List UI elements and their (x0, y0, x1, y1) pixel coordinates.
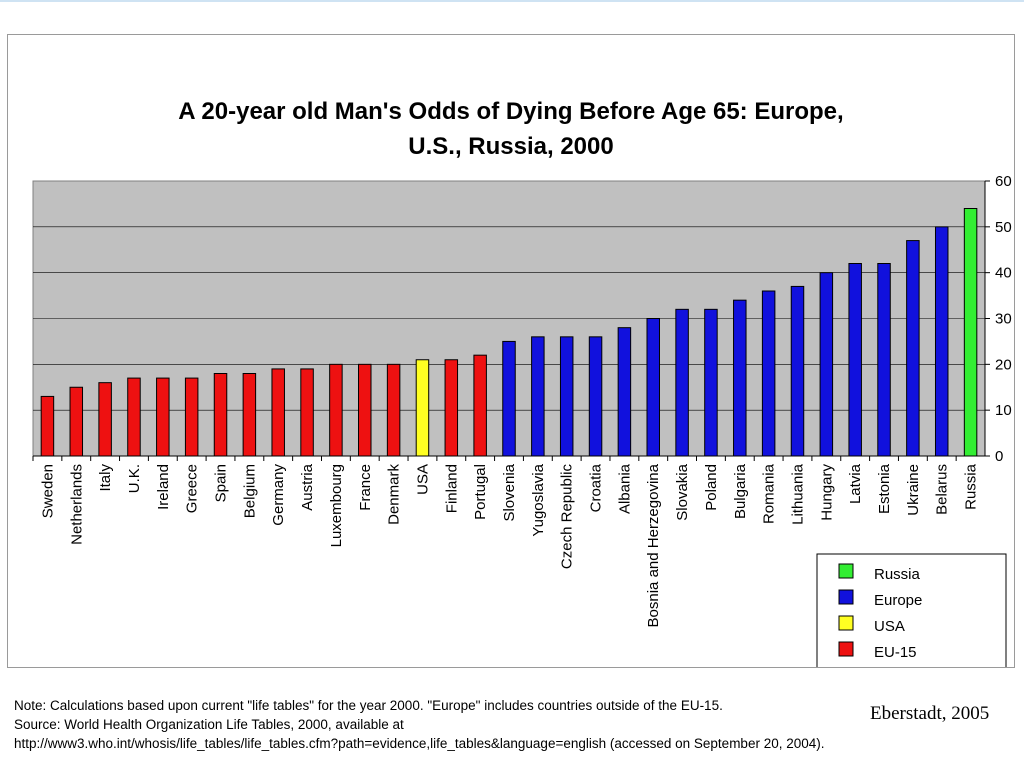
x-tick-label: Netherlands (68, 464, 85, 545)
x-tick-label: USA (414, 464, 431, 495)
bar-bosnia-and-herzegovina (646, 318, 660, 457)
bar-ukraine (906, 240, 920, 457)
x-tick-label: U.K. (126, 464, 143, 493)
bar-czech-republic (559, 336, 574, 457)
x-tick-label: Luxembourg (328, 464, 345, 547)
bar-netherlands (69, 386, 84, 457)
x-tick-label: Belgium (241, 464, 258, 518)
x-tick-label: Czech Republic (559, 464, 576, 570)
bar-albania (617, 327, 632, 457)
bar-usa (415, 359, 430, 457)
bar-chart: A 20-year old Man's Odds of Dying Before… (32, 98, 1012, 667)
legend-label: EU-15 (874, 644, 917, 661)
chart-frame: A 20-year old Man's Odds of Dying Before… (7, 34, 1015, 668)
bar-hungary (819, 272, 834, 457)
x-tick-label: Finland (443, 464, 460, 513)
x-tick-label: Romania (761, 463, 778, 524)
x-tick-label: Bosnia and Herzegovina (645, 463, 662, 627)
bar-estonia (877, 263, 891, 457)
legend-swatch (838, 615, 854, 631)
legend-label: USA (874, 618, 905, 635)
bar-u-k- (127, 377, 141, 457)
y-tick-label: 10 (995, 402, 1012, 419)
x-tick-label: Ukraine (905, 464, 922, 516)
bar-luxembourg (329, 363, 343, 457)
bar-slovakia (675, 308, 689, 457)
x-tick-label: Slovenia (501, 463, 518, 521)
footnote-source: Source: World Health Organization Life T… (14, 717, 404, 732)
x-tick-label: Russia (963, 463, 980, 510)
bar-austria (300, 368, 314, 457)
x-tick-label: Hungary (818, 464, 835, 521)
footnote: Note: Calculations based upon current "l… (14, 696, 874, 753)
bar-denmark (386, 363, 401, 457)
top-divider (0, 0, 1024, 2)
x-tick-label: Greece (184, 464, 201, 513)
chart-title-line-1: A 20-year old Man's Odds of Dying Before… (178, 98, 843, 125)
x-tick-label: Italy (97, 464, 114, 492)
bar-bulgaria (733, 299, 747, 457)
x-tick-label: Slovakia (674, 463, 691, 520)
bar-greece (184, 377, 199, 457)
x-tick-label: Denmark (386, 464, 403, 525)
bar-sweden (40, 395, 55, 457)
x-tick-label: Austria (299, 463, 316, 510)
x-tick-label: Estonia (876, 463, 893, 514)
bar-france (358, 363, 372, 457)
bar-portugal (473, 354, 487, 457)
bar-ireland (156, 377, 170, 457)
x-tick-label: Germany (270, 464, 287, 526)
x-tick-label: Spain (213, 464, 230, 502)
bar-poland (704, 308, 718, 457)
bar-belgium (242, 373, 257, 457)
x-tick-label: Bulgaria (732, 463, 749, 519)
attribution: Eberstadt, 2005 (870, 703, 990, 724)
x-tick-label: France (357, 464, 374, 511)
bar-spain (213, 373, 228, 457)
chart-title-line-2: U.S., Russia, 2000 (408, 133, 613, 160)
bar-croatia (588, 336, 603, 457)
y-tick-label: 30 (995, 311, 1012, 328)
bar-germany (271, 368, 285, 457)
y-tick-label: 0 (995, 448, 1003, 465)
x-tick-label: Latvia (847, 463, 864, 504)
bar-romania (761, 290, 776, 457)
bar-belarus (934, 226, 949, 457)
x-tick-label: Albania (616, 463, 633, 514)
y-tick-label: 40 (995, 265, 1012, 282)
bar-italy (98, 382, 112, 457)
legend-swatch (838, 589, 854, 605)
bar-russia (963, 208, 978, 457)
footnote-url: http://www3.who.int/whosis/life_tables/l… (14, 736, 825, 751)
bar-finland (444, 359, 459, 457)
x-tick-label: Yugoslavia (530, 463, 547, 536)
y-tick-label: 20 (995, 356, 1012, 373)
legend-swatch (838, 563, 854, 579)
x-tick-label: Poland (703, 464, 720, 511)
y-tick-label: 60 (995, 173, 1012, 190)
bar-latvia (848, 263, 862, 457)
footnote-note: Note: Calculations based upon current "l… (14, 698, 723, 713)
legend-label: Europe (874, 592, 922, 609)
bar-lithuania (790, 285, 805, 457)
x-tick-label: Belarus (934, 464, 951, 515)
bar-yugoslavia (531, 336, 545, 457)
legend-swatch (838, 641, 854, 657)
bar-slovenia (502, 340, 516, 457)
x-tick-label: Sweden (39, 464, 56, 518)
x-tick-label: Lithuania (789, 463, 806, 525)
x-tick-label: Portugal (472, 464, 489, 520)
x-tick-label: Croatia (588, 463, 605, 512)
legend-label: Russia (874, 566, 921, 583)
x-tick-label: Ireland (155, 464, 172, 510)
y-tick-label: 50 (995, 219, 1012, 236)
